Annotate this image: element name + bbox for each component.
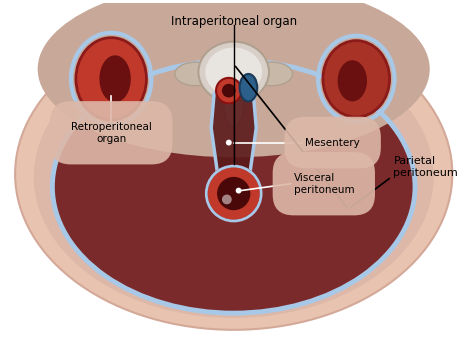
Text: Intraperitoneal organ: Intraperitoneal organ	[171, 15, 297, 28]
Ellipse shape	[337, 60, 367, 101]
Ellipse shape	[199, 42, 269, 102]
Ellipse shape	[76, 38, 146, 120]
Ellipse shape	[205, 48, 262, 96]
Ellipse shape	[224, 84, 244, 127]
Circle shape	[222, 84, 236, 97]
Ellipse shape	[239, 74, 257, 101]
Circle shape	[217, 177, 250, 210]
Circle shape	[206, 166, 261, 221]
Ellipse shape	[251, 62, 292, 86]
Ellipse shape	[323, 41, 390, 117]
Circle shape	[216, 78, 242, 103]
Text: Retroperitoneal
organ: Retroperitoneal organ	[71, 122, 152, 144]
Circle shape	[226, 140, 232, 145]
Polygon shape	[212, 82, 234, 219]
Ellipse shape	[34, 36, 434, 318]
Ellipse shape	[100, 55, 131, 102]
Polygon shape	[234, 82, 255, 219]
Circle shape	[222, 195, 232, 204]
Ellipse shape	[15, 18, 452, 330]
Text: Mesentery: Mesentery	[305, 137, 360, 147]
Ellipse shape	[175, 62, 216, 86]
Circle shape	[236, 188, 242, 194]
Ellipse shape	[37, 0, 430, 157]
Ellipse shape	[52, 60, 415, 313]
Text: Visceral
peritoneum: Visceral peritoneum	[293, 173, 354, 195]
Text: Parietal
peritoneum: Parietal peritoneum	[393, 156, 458, 178]
